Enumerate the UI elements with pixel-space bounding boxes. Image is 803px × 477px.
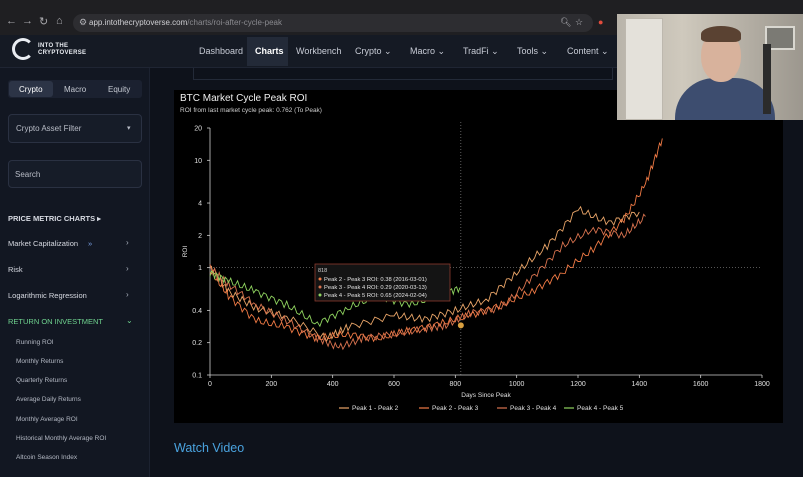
chevron-right-icon[interactable]: › (126, 264, 129, 273)
nav-tradfi[interactable]: TradFi ⌄ (463, 46, 499, 56)
url-text[interactable]: app.intothecryptoverse.com/charts/roi-af… (89, 18, 282, 27)
webcam-picture-frame (765, 26, 795, 50)
webcam-door (625, 18, 663, 120)
watch-video-link[interactable]: Watch Video (174, 441, 245, 455)
sidebar-item-log-regression[interactable]: Logarithmic Regression (8, 291, 87, 300)
x-tick-label: 1600 (693, 381, 709, 388)
tooltip-line-3: Peak 4 - Peak 5 ROI: 0.65 (2024-02-04) (324, 293, 427, 299)
webcam-microphone (763, 44, 771, 114)
x-tick-label: 400 (327, 381, 339, 388)
tab-active-indicator (9, 81, 53, 97)
legend-label-2: Peak 2 - Peak 3 (432, 405, 479, 412)
sidebar-sub-monthly-avg-roi[interactable]: Monthly Average ROI (16, 416, 78, 423)
price-metric-charts-header[interactable]: PRICE METRIC CHARTS ▸ (8, 214, 101, 223)
nav-dashboard[interactable]: Dashboard (199, 46, 244, 56)
nav-crypto[interactable]: Crypto ⌄ (355, 46, 392, 56)
back-icon[interactable]: ← (6, 15, 17, 27)
y-tick-label: 10 (194, 158, 202, 165)
y-tick-label: 1 (198, 265, 202, 272)
x-tick-label: 1800 (754, 381, 770, 388)
tooltip-marker-2 (318, 285, 322, 289)
y-tick-label: 4 (198, 201, 202, 208)
sidebar-item-risk[interactable]: Risk (8, 265, 23, 274)
sidebar-sub-quarterly-returns[interactable]: Quarterly Returns (16, 377, 68, 384)
zoom-icon[interactable]: 🔍︎ (560, 17, 572, 27)
tab-crypto[interactable]: Crypto (19, 85, 43, 94)
y-tick-label: 0.2 (192, 340, 202, 347)
webcam-person-body (675, 78, 775, 120)
tooltip-line-2: Peak 3 - Peak 4 ROI: 0.29 (2020-03-13) (324, 285, 427, 291)
x-tick-label: 600 (388, 381, 400, 388)
search-input[interactable] (8, 160, 142, 188)
nav-tools[interactable]: Tools ⌄ (517, 46, 549, 56)
sidebar-item-roi[interactable]: RETURN ON INVESTMENT (8, 317, 104, 326)
tooltip-box (314, 263, 451, 302)
nav-content[interactable]: Content ⌄ (567, 46, 609, 56)
series-line-3 (209, 213, 646, 351)
chevron-down-icon[interactable]: ⌄ (126, 316, 133, 325)
legend-label-3: Peak 3 - Peak 4 (510, 405, 557, 412)
chart-title: BTC Market Cycle Peak ROI (180, 93, 308, 104)
sidebar-sub-monthly-returns[interactable]: Monthly Returns (16, 358, 64, 365)
address-bar[interactable] (73, 14, 593, 32)
y-tick-label: 0.4 (192, 308, 202, 315)
star-icon[interactable]: ☆ (575, 17, 584, 27)
roi-chart[interactable]: 0 200 400 600 800 1000 1200 1400 1600 1800 0.1 0.2 0… (174, 90, 783, 423)
x-tick-label: 200 (265, 381, 277, 388)
x-tick-label: 1000 (509, 381, 525, 388)
chevron-right-icon[interactable]: › (126, 238, 129, 247)
forward-icon[interactable]: → (22, 15, 33, 27)
x-tick-label: 0 (208, 381, 212, 388)
chevron-right-icon[interactable]: › (126, 290, 129, 299)
webcam-overlay (617, 14, 803, 120)
x-axis-label: Days Since Peak (461, 392, 511, 399)
chart-panel (174, 90, 783, 423)
hover-point (457, 322, 464, 329)
sidebar-item-market-cap[interactable]: Market Capitalization (8, 239, 79, 248)
tooltip-header: 818 (318, 268, 327, 274)
legend-label-4: Peak 4 - Peak 5 (577, 405, 624, 412)
sidebar-sub-altcoin-season[interactable]: Altcoin Season Index (16, 454, 78, 461)
extension-icon[interactable]: ● (598, 17, 604, 27)
y-tick-label: 0.1 (192, 373, 202, 380)
series-line-4 (209, 270, 461, 328)
search-placeholder: Search (15, 170, 41, 179)
chart-controls-strip (193, 68, 613, 80)
nav-active-indicator (247, 37, 288, 66)
filter-label: Crypto Asset Filter (16, 124, 82, 133)
nav-workbench[interactable]: Workbench (296, 46, 342, 56)
webcam-person-hair (701, 26, 741, 42)
series-line-2 (209, 138, 663, 343)
sidebar-sub-avg-daily-returns[interactable]: Average Daily Returns (16, 396, 81, 403)
tab-macro[interactable]: Macro (64, 85, 87, 94)
y-tick-label: 2 (198, 233, 202, 240)
tooltip-marker-3 (318, 293, 322, 297)
nav-macro[interactable]: Macro ⌄ (410, 46, 446, 56)
crypto-asset-filter[interactable] (8, 114, 142, 143)
chevron-down-icon: ▾ (127, 125, 131, 132)
y-axis-label: ROI (182, 246, 189, 258)
x-tick-label: 1400 (632, 381, 648, 388)
logo-text[interactable]: INTO THE CRYPTOVERSE (38, 43, 87, 56)
home-icon[interactable]: ⌂ (56, 15, 63, 27)
nav-charts[interactable]: Charts (255, 46, 284, 56)
reload-icon[interactable]: ↻ (39, 16, 49, 28)
site-info-icon[interactable]: ⚙ (79, 17, 88, 27)
x-tick-label: 1200 (570, 381, 586, 388)
sidebar-sub-hist-monthly-avg-roi[interactable]: Historical Monthly Average ROI (16, 435, 107, 442)
x-tick-label: 800 (449, 381, 461, 388)
logo-icon[interactable] (12, 38, 34, 60)
tab-equity[interactable]: Equity (108, 85, 131, 94)
tooltip-marker-1 (318, 277, 322, 281)
legend-label-1: Peak 1 - Peak 2 (352, 405, 399, 412)
y-tick-label: 20 (194, 126, 202, 133)
tooltip-line-1: Peak 2 - Peak 3 ROI: 0.38 (2016-03-01) (324, 277, 427, 283)
double-chevron-icon: » (88, 239, 93, 248)
sidebar-sub-running-roi[interactable]: Running ROI (16, 339, 54, 346)
chart-subtitle: ROI from last market cycle peak: 0.762 (… (180, 107, 322, 114)
